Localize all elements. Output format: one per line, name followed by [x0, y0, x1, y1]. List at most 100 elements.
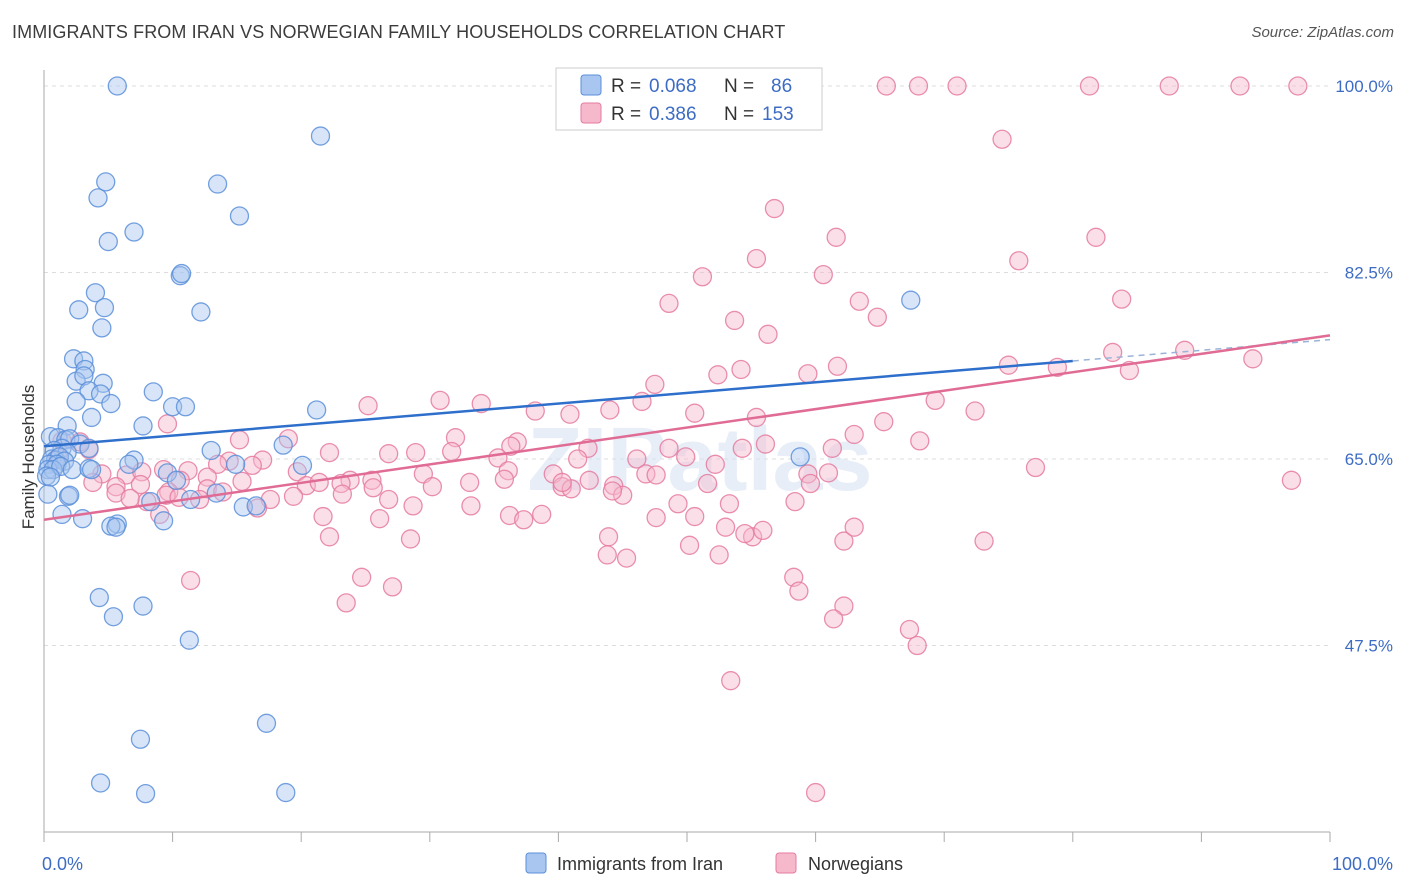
data-point — [153, 511, 174, 531]
data-point — [753, 520, 773, 541]
stats-legend: R = 0.068 N = 86 R = 0.386 N = 153 — [555, 67, 823, 131]
data-point — [256, 713, 277, 733]
data-point — [306, 400, 327, 420]
data-point — [58, 486, 79, 506]
y-tick-label: 100.0% — [1335, 77, 1393, 96]
data-point — [106, 517, 126, 537]
data-point — [175, 397, 196, 417]
data-point — [597, 545, 617, 565]
data-point — [789, 581, 809, 601]
legend-n-value-1: 86 — [771, 76, 792, 97]
legend-r-label-2: R = — [611, 104, 641, 125]
data-point — [1230, 76, 1250, 96]
data-point — [646, 507, 666, 528]
data-point — [276, 782, 296, 803]
data-point — [98, 231, 118, 252]
legend-r-value-1: 0.068 — [649, 76, 697, 97]
data-point — [965, 401, 985, 421]
data-point — [358, 396, 378, 416]
data-point — [834, 596, 854, 616]
data-point — [874, 412, 894, 432]
data-point — [899, 619, 920, 640]
data-point — [1086, 227, 1106, 247]
series-norwegians — [48, 76, 1308, 803]
data-point — [133, 416, 153, 436]
data-point — [1243, 349, 1263, 369]
y-tick-label: 65.0% — [1345, 450, 1393, 469]
data-point — [225, 454, 246, 474]
data-point — [382, 577, 403, 597]
data-point — [659, 438, 679, 458]
data-point — [130, 474, 151, 495]
data-point — [378, 489, 399, 510]
data-point — [406, 442, 426, 463]
data-point — [514, 510, 534, 530]
data-point — [90, 773, 111, 793]
data-point — [823, 609, 844, 629]
y-tick-labels: 47.5% 65.0% 82.5% 100.0% — [1335, 77, 1393, 656]
data-point — [867, 307, 887, 327]
data-point — [790, 447, 810, 467]
data-point — [69, 300, 89, 320]
data-point — [724, 310, 745, 331]
data-point — [616, 548, 637, 568]
data-point — [130, 729, 151, 749]
data-point — [94, 298, 115, 318]
data-point — [246, 496, 266, 516]
data-point — [910, 431, 930, 451]
data-point — [1281, 470, 1302, 490]
data-point — [166, 470, 187, 490]
data-point — [442, 441, 462, 462]
data-point — [501, 436, 521, 456]
data-point — [1288, 76, 1308, 96]
data-point — [120, 488, 140, 509]
data-point — [692, 267, 713, 287]
data-point — [844, 517, 864, 537]
data-point — [600, 400, 620, 420]
data-point — [676, 447, 696, 467]
bottom-legend-swatch-blue — [525, 852, 547, 874]
data-point — [598, 527, 619, 547]
data-point — [697, 473, 718, 494]
data-point — [336, 593, 356, 613]
data-point — [143, 382, 163, 402]
data-point — [732, 438, 752, 458]
x-tick-labels: 0.0% 100.0% — [42, 854, 1393, 874]
data-point — [708, 365, 728, 385]
data-point — [292, 455, 313, 476]
data-point — [252, 450, 273, 470]
y-axis-label: Family Households — [19, 385, 38, 530]
data-point — [101, 393, 121, 414]
data-point — [229, 206, 250, 226]
data-point — [287, 462, 307, 482]
data-point — [79, 381, 99, 401]
data-point — [785, 491, 805, 512]
data-point — [1112, 289, 1132, 309]
data-point — [157, 414, 178, 434]
data-point — [400, 529, 421, 549]
data-point — [705, 454, 725, 474]
data-point — [207, 174, 228, 194]
trend-line-blue — [43, 359, 1073, 448]
data-point — [613, 485, 633, 505]
data-point — [106, 477, 126, 497]
data-point — [81, 460, 102, 480]
data-point — [560, 404, 580, 424]
legend-n-label-1: N = — [724, 76, 754, 97]
data-point — [908, 76, 929, 96]
data-point — [135, 783, 156, 804]
data-point — [659, 293, 679, 314]
data-point — [85, 283, 106, 303]
data-point — [403, 496, 423, 516]
data-point — [90, 384, 111, 404]
data-point — [627, 449, 647, 469]
trend-line-pink — [43, 334, 1331, 521]
data-point — [974, 531, 994, 551]
data-point — [363, 478, 383, 498]
data-point — [179, 630, 199, 650]
data-point — [827, 356, 848, 376]
data-point — [721, 671, 741, 691]
data-point — [764, 198, 785, 219]
data-point — [197, 479, 217, 499]
data-point — [332, 484, 353, 504]
